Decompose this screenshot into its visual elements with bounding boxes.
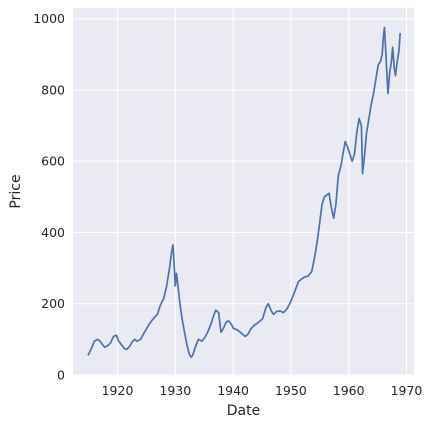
y-tick-label: 0 bbox=[57, 368, 65, 383]
y-axis-label: Price bbox=[8, 174, 24, 208]
price-series-line bbox=[87, 26, 401, 359]
y-tick-label: 1000 bbox=[33, 11, 65, 26]
plot-area bbox=[73, 8, 414, 375]
y-tick-label: 600 bbox=[41, 154, 65, 169]
x-axis-label: Date bbox=[227, 403, 260, 419]
y-axis-ticks: 0 200 400 600 800 1000 bbox=[33, 11, 65, 382]
x-tick-label: 1960 bbox=[333, 383, 365, 398]
y-tick-label: 200 bbox=[41, 296, 65, 311]
grid-lines bbox=[73, 8, 414, 376]
x-tick-label: 1920 bbox=[102, 383, 134, 398]
y-tick-label: 800 bbox=[41, 82, 65, 97]
x-tick-label: 1950 bbox=[275, 383, 307, 398]
x-axis-ticks: 1920 1930 1940 1950 1960 1970 bbox=[102, 383, 423, 398]
x-tick-label: 1970 bbox=[391, 383, 423, 398]
x-tick-label: 1940 bbox=[217, 383, 249, 398]
y-tick-label: 400 bbox=[41, 225, 65, 240]
x-tick-label: 1930 bbox=[159, 383, 191, 398]
